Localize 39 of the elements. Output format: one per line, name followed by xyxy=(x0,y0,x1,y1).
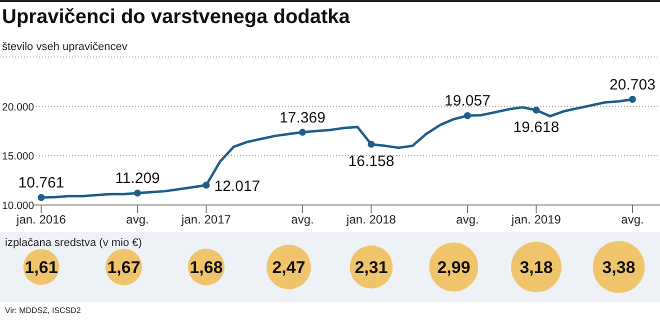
data-label: 2,47 xyxy=(272,258,306,277)
point xyxy=(38,194,45,201)
data-label: 3,18 xyxy=(520,258,553,277)
x-tick-label: avg. xyxy=(126,212,149,227)
data-label: 1,61 xyxy=(24,258,58,277)
x-tick-label: avg. xyxy=(291,212,314,227)
chart-title: Upravičenci do varstvenega dodatka xyxy=(2,6,350,29)
point xyxy=(464,112,471,120)
y-tick-label: 15.000 xyxy=(2,150,34,163)
data-label: 17.369 xyxy=(280,109,326,126)
y-tick-label: 10.000 xyxy=(2,200,34,212)
point xyxy=(629,96,636,103)
data-label: 19.057 xyxy=(444,92,490,110)
x-tick-label: avg. xyxy=(456,212,479,227)
x-tick-label: jan. 2017 xyxy=(180,212,232,227)
x-tick-label: jan. 2019 xyxy=(510,212,562,227)
data-label: 11.209 xyxy=(115,170,160,188)
data-label: 12.017 xyxy=(214,178,260,196)
data-label: 1,67 xyxy=(107,258,140,277)
point xyxy=(134,190,141,197)
y-axis-title: število vseh upravičencev xyxy=(2,41,128,53)
data-label: 3,38 xyxy=(602,258,636,277)
y-tick-label: 20.000 xyxy=(2,101,34,114)
x-tick-label: jan. 2018 xyxy=(346,212,396,227)
data-label: 1,68 xyxy=(190,258,223,277)
text: izplačana sredstva (v mio €) xyxy=(5,237,142,249)
data-label: 2,99 xyxy=(437,258,470,277)
x-tick-label: jan. 2016 xyxy=(16,212,66,227)
data-label: 20.703 xyxy=(610,76,656,94)
x-tick-label: avg. xyxy=(621,212,644,227)
data-label: 10.761 xyxy=(18,174,64,192)
text: Vir: MDDSZ, ISCSD2 xyxy=(5,306,81,315)
point xyxy=(299,128,306,136)
point xyxy=(368,140,375,148)
point xyxy=(532,106,540,114)
data-label: 19.618 xyxy=(513,119,560,136)
point xyxy=(202,182,210,189)
data-label: 16.158 xyxy=(348,153,394,170)
data-label: 2,31 xyxy=(354,258,388,277)
